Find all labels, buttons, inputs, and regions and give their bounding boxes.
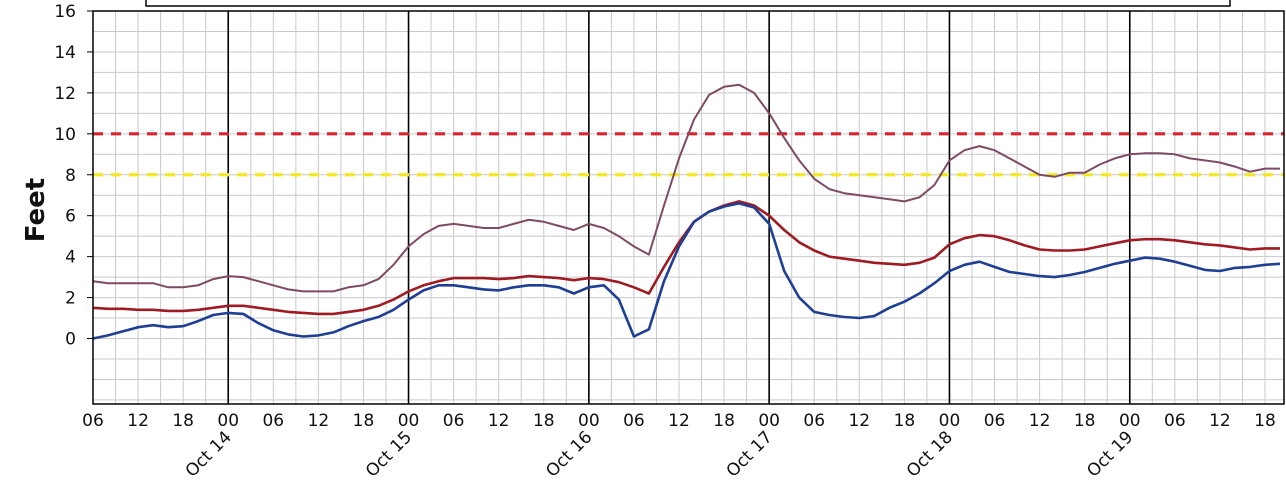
x-tick-label: 12 xyxy=(1029,411,1051,431)
x-tick-label: 00 xyxy=(398,411,420,431)
series-line-1 xyxy=(92,83,1280,293)
x-tick-label: 18 xyxy=(353,411,375,431)
y-tick-label: 2 xyxy=(65,289,76,309)
y-tick-label: 0 xyxy=(65,330,76,350)
y-tick-label: 10 xyxy=(54,125,76,145)
plot-frame xyxy=(92,10,1285,405)
x-tick-label: 18 xyxy=(713,411,735,431)
x-tick-label: 06 xyxy=(984,411,1006,431)
plot-background xyxy=(93,11,1284,404)
series-lines xyxy=(92,83,1281,340)
y-tick-label: 4 xyxy=(65,248,76,268)
x-tick-label: 00 xyxy=(217,411,239,431)
x-tick-label: 18 xyxy=(172,411,194,431)
x-tick-label: 06 xyxy=(443,411,465,431)
y-tick-label: 8 xyxy=(65,166,76,186)
x-tick-label: 12 xyxy=(127,411,149,431)
y-tick-label: 14 xyxy=(54,43,76,63)
x-tick-label: 06 xyxy=(803,411,825,431)
x-tick-label: 12 xyxy=(488,411,510,431)
x-tick-label: 12 xyxy=(848,411,870,431)
y-tick-label: 6 xyxy=(65,207,76,227)
x-tick-label: 00 xyxy=(578,411,600,431)
y-tick-label: 16 xyxy=(54,2,76,22)
x-tick-label: 12 xyxy=(668,411,690,431)
x-tick-label: 06 xyxy=(262,411,284,431)
x-tick-label: 00 xyxy=(939,411,961,431)
x-tick-label: 06 xyxy=(82,411,104,431)
x-tick-label: 06 xyxy=(623,411,645,431)
x-tick-label: 12 xyxy=(1209,411,1231,431)
x-day-label: Oct 16 xyxy=(542,427,596,481)
x-tick-label: 18 xyxy=(1074,411,1096,431)
x-tick-label: 18 xyxy=(894,411,916,431)
x-tick-label: 00 xyxy=(758,411,780,431)
x-tick-label: 00 xyxy=(1119,411,1141,431)
x-tick-label: 12 xyxy=(308,411,330,431)
x-day-label: Oct 18 xyxy=(903,427,957,481)
legend-box-frame xyxy=(145,0,1231,7)
y-axis-label: Feet xyxy=(21,178,51,242)
x-tick-label: 06 xyxy=(1164,411,1186,431)
x-tick-label: 18 xyxy=(1254,411,1276,431)
grid-lines xyxy=(92,10,1284,404)
x-day-label: Oct 15 xyxy=(362,427,416,481)
x-day-label: Oct 14 xyxy=(182,427,236,481)
x-day-label: Oct 19 xyxy=(1083,427,1137,481)
legend-box-partial xyxy=(145,0,1231,7)
x-tick-label: 18 xyxy=(533,411,555,431)
y-tick-label: 12 xyxy=(54,84,76,104)
series-line-3 xyxy=(92,202,1281,340)
x-day-label: Oct 17 xyxy=(723,427,777,481)
plot-area xyxy=(93,11,1284,404)
